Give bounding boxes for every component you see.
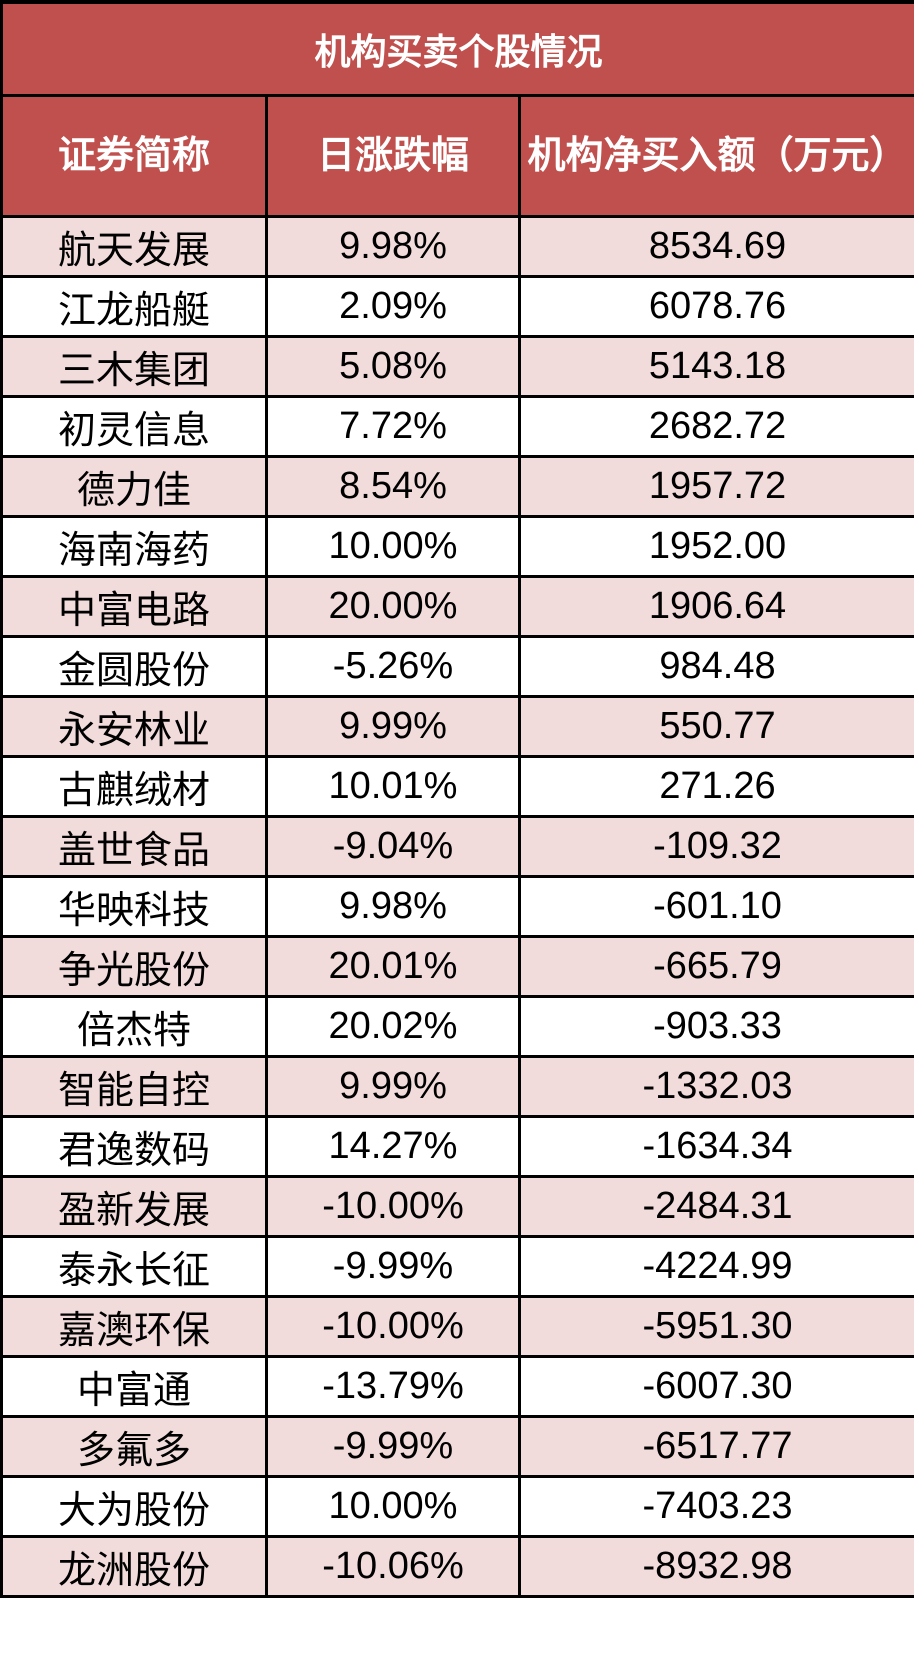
net-buy-cell: -7403.23 bbox=[517, 1475, 914, 1538]
net-buy-cell: -4224.99 bbox=[517, 1235, 914, 1298]
stock-name-cell: 海南海药 bbox=[0, 515, 268, 578]
daily-change-cell: -13.79% bbox=[265, 1355, 521, 1418]
net-buy-cell: -2484.31 bbox=[517, 1175, 914, 1238]
daily-change-cell: 9.99% bbox=[265, 695, 521, 758]
net-buy-cell: 984.48 bbox=[517, 635, 914, 698]
stock-name-cell: 龙洲股份 bbox=[0, 1535, 268, 1598]
table-row: 江龙船艇 2.09% 6078.76 bbox=[0, 275, 914, 338]
table-row: 航天发展 9.98% 8534.69 bbox=[0, 215, 914, 278]
stock-name-cell: 航天发展 bbox=[0, 215, 268, 278]
table-row: 三木集团 5.08% 5143.18 bbox=[0, 335, 914, 398]
stock-name-cell: 盈新发展 bbox=[0, 1175, 268, 1238]
daily-change-cell: 20.01% bbox=[265, 935, 521, 998]
stock-name-cell: 江龙船艇 bbox=[0, 275, 268, 338]
stock-name-cell: 大为股份 bbox=[0, 1475, 268, 1538]
net-buy-cell: -6007.30 bbox=[517, 1355, 914, 1418]
table-row: 初灵信息 7.72% 2682.72 bbox=[0, 395, 914, 458]
stock-name-cell: 三木集团 bbox=[0, 335, 268, 398]
institution-trading-table: 机构买卖个股情况 证券简称 日涨跌幅 机构净买入额（万元） 航天发展 9.98% 8… bbox=[0, 0, 914, 1598]
net-buy-cell: 1906.64 bbox=[517, 575, 914, 638]
net-buy-cell: -5951.30 bbox=[517, 1295, 914, 1358]
daily-change-cell: -10.00% bbox=[265, 1175, 521, 1238]
stock-name-cell: 古麒绒材 bbox=[0, 755, 268, 818]
daily-change-cell: 10.00% bbox=[265, 1475, 521, 1538]
table-row: 盖世食品 -9.04% -109.32 bbox=[0, 815, 914, 878]
daily-change-cell: 7.72% bbox=[265, 395, 521, 458]
table-row: 龙洲股份 -10.06% -8932.98 bbox=[0, 1535, 914, 1598]
daily-change-cell: 8.54% bbox=[265, 455, 521, 518]
net-buy-cell: 1952.00 bbox=[517, 515, 914, 578]
daily-change-cell: 9.99% bbox=[265, 1055, 521, 1118]
daily-change-cell: -10.00% bbox=[265, 1295, 521, 1358]
table-row: 多氟多 -9.99% -6517.77 bbox=[0, 1415, 914, 1478]
column-header-net-buy: 机构净买入额（万元） bbox=[517, 94, 914, 218]
table-row: 嘉澳环保 -10.00% -5951.30 bbox=[0, 1295, 914, 1358]
daily-change-cell: -9.99% bbox=[265, 1235, 521, 1298]
daily-change-cell: 9.98% bbox=[265, 215, 521, 278]
net-buy-cell: -1634.34 bbox=[517, 1115, 914, 1178]
net-buy-cell: 1957.72 bbox=[517, 455, 914, 518]
daily-change-cell: 20.00% bbox=[265, 575, 521, 638]
net-buy-cell: 550.77 bbox=[517, 695, 914, 758]
table-row: 中富通 -13.79% -6007.30 bbox=[0, 1355, 914, 1418]
net-buy-cell: -109.32 bbox=[517, 815, 914, 878]
table-row: 泰永长征 -9.99% -4224.99 bbox=[0, 1235, 914, 1298]
net-buy-cell: -903.33 bbox=[517, 995, 914, 1058]
stock-name-cell: 智能自控 bbox=[0, 1055, 268, 1118]
stock-name-cell: 君逸数码 bbox=[0, 1115, 268, 1178]
net-buy-cell: -8932.98 bbox=[517, 1535, 914, 1598]
daily-change-cell: -9.04% bbox=[265, 815, 521, 878]
stock-name-cell: 泰永长征 bbox=[0, 1235, 268, 1298]
net-buy-cell: 6078.76 bbox=[517, 275, 914, 338]
table-row: 永安林业 9.99% 550.77 bbox=[0, 695, 914, 758]
net-buy-cell: -6517.77 bbox=[517, 1415, 914, 1478]
stock-name-cell: 金圆股份 bbox=[0, 635, 268, 698]
table-row: 中富电路 20.00% 1906.64 bbox=[0, 575, 914, 638]
daily-change-cell: 9.98% bbox=[265, 875, 521, 938]
net-buy-cell: 8534.69 bbox=[517, 215, 914, 278]
daily-change-cell: -10.06% bbox=[265, 1535, 521, 1598]
stock-name-cell: 多氟多 bbox=[0, 1415, 268, 1478]
daily-change-cell: 5.08% bbox=[265, 335, 521, 398]
table-row: 古麒绒材 10.01% 271.26 bbox=[0, 755, 914, 818]
table-row: 海南海药 10.00% 1952.00 bbox=[0, 515, 914, 578]
daily-change-cell: -9.99% bbox=[265, 1415, 521, 1478]
title-row: 机构买卖个股情况 bbox=[0, 0, 914, 97]
table-row: 智能自控 9.99% -1332.03 bbox=[0, 1055, 914, 1118]
table-row: 倍杰特 20.02% -903.33 bbox=[0, 995, 914, 1058]
daily-change-cell: 10.00% bbox=[265, 515, 521, 578]
stock-name-cell: 初灵信息 bbox=[0, 395, 268, 458]
net-buy-cell: -665.79 bbox=[517, 935, 914, 998]
daily-change-cell: 14.27% bbox=[265, 1115, 521, 1178]
stock-name-cell: 华映科技 bbox=[0, 875, 268, 938]
daily-change-cell: 20.02% bbox=[265, 995, 521, 1058]
stock-name-cell: 争光股份 bbox=[0, 935, 268, 998]
net-buy-cell: -601.10 bbox=[517, 875, 914, 938]
stock-name-cell: 倍杰特 bbox=[0, 995, 268, 1058]
net-buy-cell: 271.26 bbox=[517, 755, 914, 818]
table-row: 金圆股份 -5.26% 984.48 bbox=[0, 635, 914, 698]
stock-name-cell: 德力佳 bbox=[0, 455, 268, 518]
net-buy-cell: 2682.72 bbox=[517, 395, 914, 458]
table-title: 机构买卖个股情况 bbox=[0, 0, 914, 97]
table-row: 德力佳 8.54% 1957.72 bbox=[0, 455, 914, 518]
column-header-change: 日涨跌幅 bbox=[265, 94, 521, 218]
stock-name-cell: 盖世食品 bbox=[0, 815, 268, 878]
table-row: 争光股份 20.01% -665.79 bbox=[0, 935, 914, 998]
net-buy-cell: -1332.03 bbox=[517, 1055, 914, 1118]
daily-change-cell: 10.01% bbox=[265, 755, 521, 818]
table-row: 君逸数码 14.27% -1634.34 bbox=[0, 1115, 914, 1178]
header-row: 证券简称 日涨跌幅 机构净买入额（万元） bbox=[0, 94, 914, 218]
table-row: 华映科技 9.98% -601.10 bbox=[0, 875, 914, 938]
daily-change-cell: -5.26% bbox=[265, 635, 521, 698]
table-row: 盈新发展 -10.00% -2484.31 bbox=[0, 1175, 914, 1238]
stock-name-cell: 嘉澳环保 bbox=[0, 1295, 268, 1358]
stock-name-cell: 永安林业 bbox=[0, 695, 268, 758]
table-row: 大为股份 10.00% -7403.23 bbox=[0, 1475, 914, 1538]
stock-name-cell: 中富电路 bbox=[0, 575, 268, 638]
net-buy-cell: 5143.18 bbox=[517, 335, 914, 398]
stock-name-cell: 中富通 bbox=[0, 1355, 268, 1418]
column-header-name: 证券简称 bbox=[0, 94, 268, 218]
daily-change-cell: 2.09% bbox=[265, 275, 521, 338]
